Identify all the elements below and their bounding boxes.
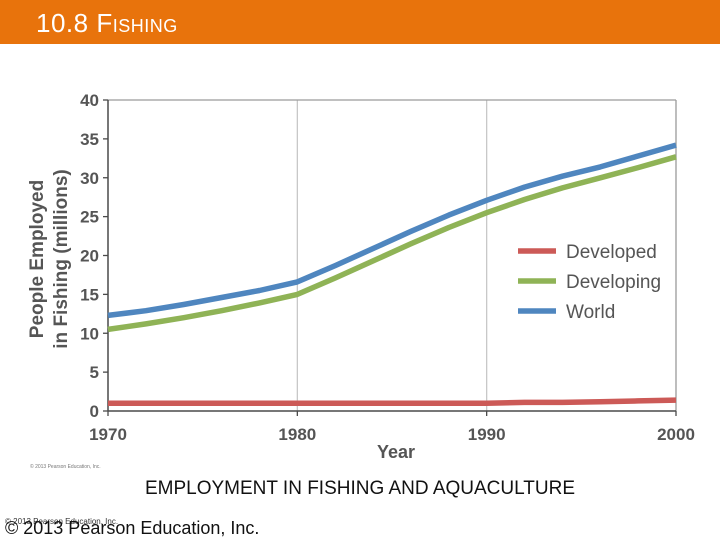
- copyright: © 2013 Pearson Education, Inc.: [5, 518, 260, 538]
- series-line-developing: [107, 154, 677, 333]
- y-tick-label-10: 10: [80, 324, 99, 343]
- y-axis-label-line-2: in Fishing (millions): [51, 169, 72, 348]
- y-tick-label-20: 20: [80, 247, 99, 266]
- x-tick-label-1990: 1990: [468, 425, 506, 444]
- series-lines: [107, 142, 677, 406]
- page-title: 10.8 Fishing: [36, 8, 178, 38]
- x-axis-label: Year: [377, 442, 415, 462]
- series-line-developed: [108, 397, 677, 406]
- legend-label-developed: Developed: [566, 242, 657, 263]
- title-bar: [0, 0, 720, 44]
- y-tick-label-0: 0: [90, 402, 99, 421]
- chart-source-note: © 2013 Pearson Education, Inc.: [30, 463, 101, 470]
- series-line-world: [107, 142, 677, 319]
- line-chart: 0 5 10 15 20 25 30 35 40 1970 1980 1990 2000 Develop…: [27, 91, 695, 470]
- legend: Developed Developing World: [518, 242, 661, 323]
- y-tick-label-25: 25: [80, 208, 99, 227]
- copyright-small: © 2013 Pearson Education, Inc.: [5, 517, 119, 526]
- y-tick-label-15: 15: [80, 285, 99, 304]
- legend-label-developing: Developing: [566, 272, 661, 293]
- axes: 0 5 10 15 20 25 30 35 40 1970 1980 1990 2000: [80, 91, 695, 444]
- y-tick-label-5: 5: [90, 363, 99, 382]
- legend-label-world: World: [566, 302, 615, 323]
- y-axis-label-line-1: People Employed: [27, 180, 48, 338]
- y-tick-label-40: 40: [80, 91, 99, 110]
- grid: [296, 100, 488, 411]
- x-tick-label-1980: 1980: [278, 425, 316, 444]
- y-tick-label-30: 30: [80, 169, 99, 188]
- x-tick-label-2000: 2000: [657, 425, 695, 444]
- y-tick-label-35: 35: [80, 130, 99, 149]
- chart-caption: EMPLOYMENT IN FISHING AND AQUACULTURE: [144, 478, 576, 499]
- x-tick-label-1970: 1970: [89, 425, 127, 444]
